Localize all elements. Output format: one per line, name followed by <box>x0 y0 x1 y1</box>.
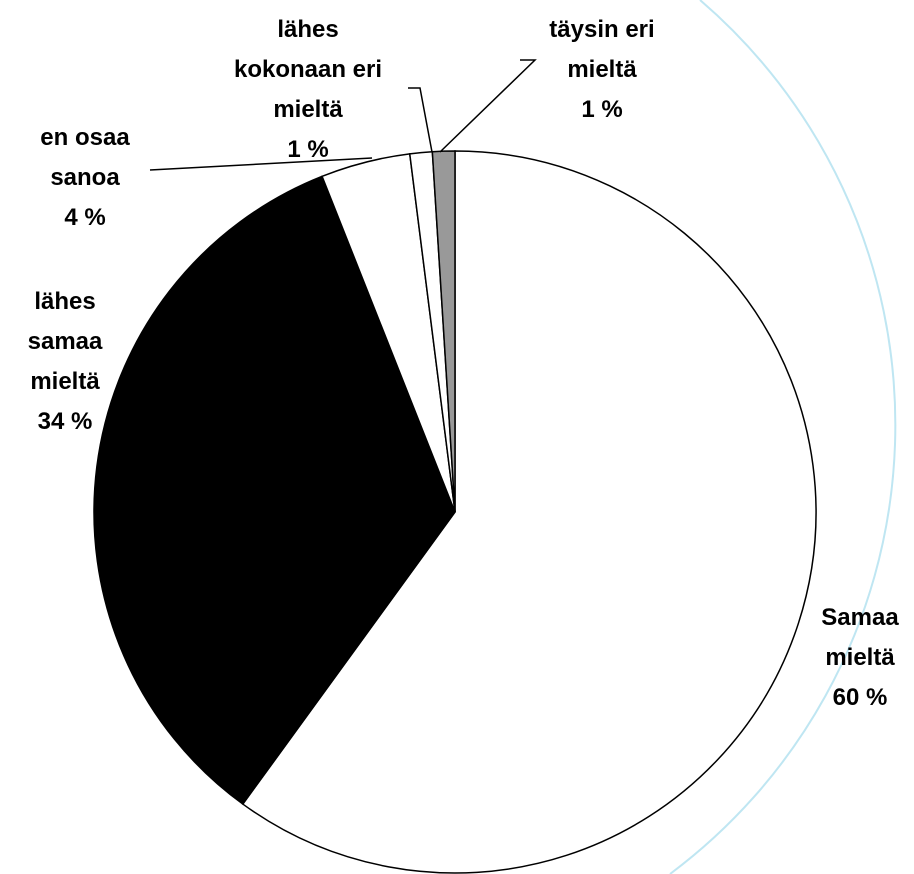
value-label: 60 % <box>832 684 888 711</box>
slice-label: en osaa sanoa 4 % <box>20 118 150 238</box>
pie <box>93 150 817 874</box>
category-label: lähes samaa mieltä <box>27 288 103 395</box>
leader-line <box>408 87 433 153</box>
value-label: 1 % <box>581 96 623 123</box>
leader-line <box>149 157 373 171</box>
value-label: 34 % <box>37 408 93 435</box>
category-label: lähes kokonaan eri mieltä <box>233 16 383 123</box>
category-label: täysin eri mieltä <box>549 16 655 83</box>
leader-line <box>439 59 537 153</box>
slice-label: lähes samaa mieltä 34 % <box>15 282 115 442</box>
value-label: 1 % <box>287 136 329 163</box>
category-label: en osaa sanoa <box>40 124 130 191</box>
pie-slice <box>241 150 817 874</box>
slice-label: lähes kokonaan eri mieltä 1 % <box>233 10 383 170</box>
category-label: Samaa mieltä <box>821 604 899 671</box>
pie-slice <box>93 175 456 806</box>
slice-label: täysin eri mieltä 1 % <box>527 10 677 130</box>
value-label: 4 % <box>64 204 106 231</box>
slice-label: Samaa mieltä 60 % <box>804 598 914 718</box>
decor-arc <box>669 0 897 874</box>
